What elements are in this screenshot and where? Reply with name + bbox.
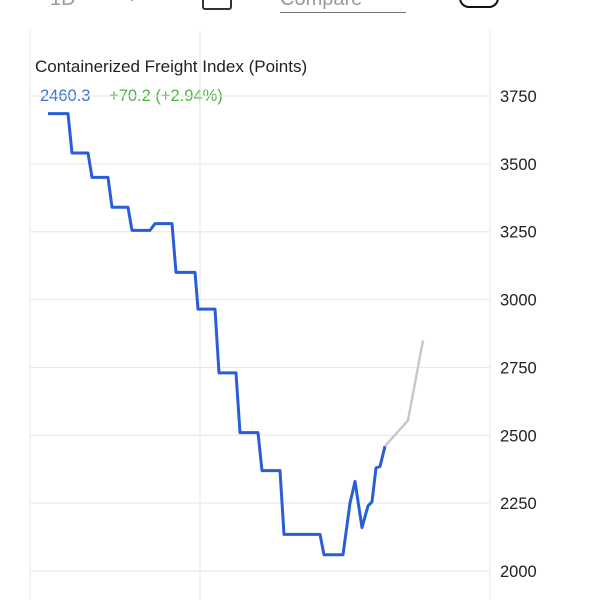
chart-title: Containerized Freight Index (Points) bbox=[35, 57, 308, 76]
compare-input[interactable]: Compare bbox=[280, 0, 406, 13]
series-line-projection bbox=[384, 340, 425, 447]
y-tick-label: 3750 bbox=[500, 88, 537, 106]
series-line-index bbox=[48, 112, 387, 557]
y-tick-label: 3000 bbox=[500, 292, 537, 310]
y-tick-label: 3500 bbox=[500, 156, 537, 174]
y-tick-label: 2000 bbox=[500, 563, 537, 581]
y-tick-label: 3250 bbox=[500, 224, 537, 242]
time-range-button[interactable]: 1D bbox=[50, 0, 76, 11]
y-tick-label: 2500 bbox=[500, 427, 537, 445]
y-tick-label: 2750 bbox=[500, 359, 537, 377]
frame-icon[interactable] bbox=[202, 0, 232, 10]
chart-toolbar: 1D Compare bbox=[0, 0, 600, 16]
y-tick-label: 2250 bbox=[500, 495, 537, 513]
